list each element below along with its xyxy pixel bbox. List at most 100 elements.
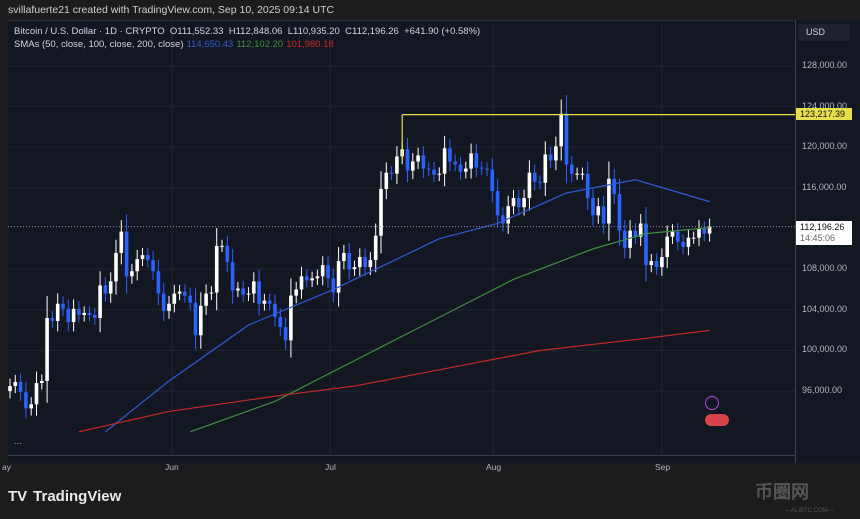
candle-body [156,271,161,294]
month-may: ay [2,462,11,472]
candle-body [87,312,92,315]
candle-body [564,113,569,165]
candle-body [278,316,283,328]
candle-body [172,293,177,304]
candle-body [501,215,505,224]
bar-countdown: 14:45:06 [800,233,836,243]
candle-body [342,252,346,262]
candle-body [532,172,537,182]
candle-body [93,314,97,318]
time-axis[interactable] [8,455,795,463]
candle-body [236,288,240,291]
candle-body [204,293,208,306]
candle-body [61,303,65,309]
candle-body [71,308,76,323]
candle-body [246,293,251,295]
candle-body [490,169,495,191]
candle-body [670,231,675,237]
price-tick: 124,000.00 [802,100,848,111]
more-indicators[interactable]: ... [14,436,22,446]
candle-body [649,261,654,266]
currency-button[interactable]: USD [798,24,850,41]
candle-body [676,231,680,242]
candle-body [320,265,325,277]
sma-label[interactable]: SMAs (50, close, 100, close, 200, close) [14,39,184,50]
candle-body [161,293,166,311]
candle-body [241,288,245,295]
candle-body [644,223,648,266]
candle-body [24,392,28,409]
candle-body [474,153,479,168]
candle-body [82,312,86,315]
candle-body [305,276,309,281]
last-price: 112,196.26 [800,222,845,232]
candle-body [130,271,134,277]
candle-body [193,302,198,336]
candle-body [135,259,139,272]
ohlc-close: C112,196.26 [345,26,399,37]
candle-body [8,386,12,392]
candle-body [299,276,304,290]
candle-body [103,285,108,294]
candle-body [310,278,314,281]
month-sep: Sep [655,462,671,472]
candle-body [448,148,452,162]
candle-body [617,194,622,231]
price-tick: 116,000.00 [802,181,847,192]
candle-body [591,198,595,216]
candle-body [405,149,410,171]
candle-body [495,190,500,216]
candle-body [294,289,298,296]
candle-body [395,156,399,174]
candle-body [220,245,224,247]
symbol-name[interactable]: Bitcoin / U.S. Dollar · 1D · CRYPTO [14,26,165,37]
ohlc-low: L110,935.20 [287,26,340,37]
candle-body [273,303,277,317]
candle-body [146,254,150,261]
tv-logo-icon: TV [8,488,28,505]
sma200-line [78,329,710,433]
candle-body [77,308,81,315]
author-line: svillafuerte21 created with TradingView.… [8,4,335,16]
brand-name: TradingView [33,488,122,505]
candle-body [522,198,526,208]
candle-body [40,380,44,383]
month-jul: Jul [325,462,336,472]
candle-body [352,267,357,270]
price-tick: 100,000.00 [802,344,848,355]
candle-body [326,265,330,279]
candle-body [416,155,420,162]
candle-body [458,164,463,172]
candle-body [638,223,643,237]
candle-body [151,260,155,272]
candle-body [580,173,585,175]
candle-body [585,173,590,199]
candle-body [570,164,574,174]
candle-body [421,155,426,169]
candle-body [432,169,436,175]
candle-body [331,278,336,293]
candle-body [183,291,187,296]
candle-body [612,178,616,195]
candle-body [437,173,442,175]
candle-body [55,303,60,322]
candle-body [601,206,606,224]
candle-body [13,381,18,387]
earnings-flags-icon[interactable] [705,414,729,426]
candle-body [34,382,39,405]
sma50-line [105,179,710,433]
candle-body [442,148,447,174]
candle-body [464,168,468,172]
candle-body [18,381,23,393]
candle-body [124,231,129,277]
price-tick: 128,000.00 [802,60,848,70]
candle-body [469,153,473,169]
candle-body [214,245,219,293]
tradingview-logo[interactable]: TV TradingView [8,488,121,505]
candle-body [199,305,203,336]
event-icon[interactable] [705,396,719,410]
candle-body [506,206,510,224]
sma100-value: 112,102.20 [236,39,284,50]
candle-body [119,231,124,253]
candle-body [289,295,293,341]
